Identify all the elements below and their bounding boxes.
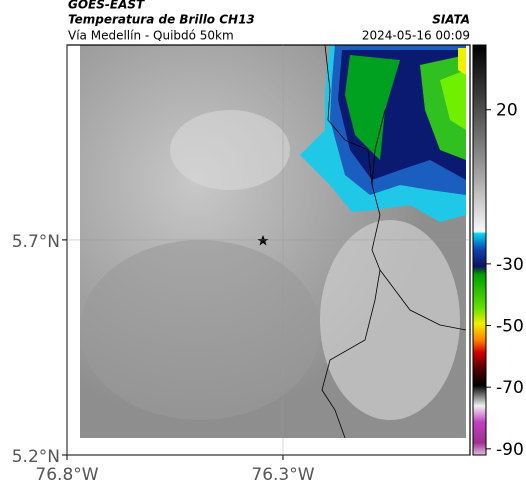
timestamp: 2024-05-16 00:09 [362,29,470,43]
colorbar-tick-label: -90 [496,440,524,460]
colorbar [472,44,487,456]
region: Vía Medellín - Quibdó 50km [68,29,234,43]
colorbar-tick-label: -50 [496,317,524,337]
imagery [80,44,467,439]
title: GOES-EAST [68,0,145,12]
y-tick-label: 5.2°N [12,447,60,467]
subtitle: Temperatura de Brillo CH13 [68,13,255,27]
source: SIATA [432,13,470,27]
x-tick-label: 76.8°W [35,465,98,485]
colorbar-tick-label: 20 [496,101,518,121]
colorbar-tick-label: -30 [496,255,524,275]
y-tick-label: 5.7°N [12,232,60,252]
x-tick-label: 76.3°W [251,465,314,485]
colorbar-tick-label: -70 [496,378,524,398]
